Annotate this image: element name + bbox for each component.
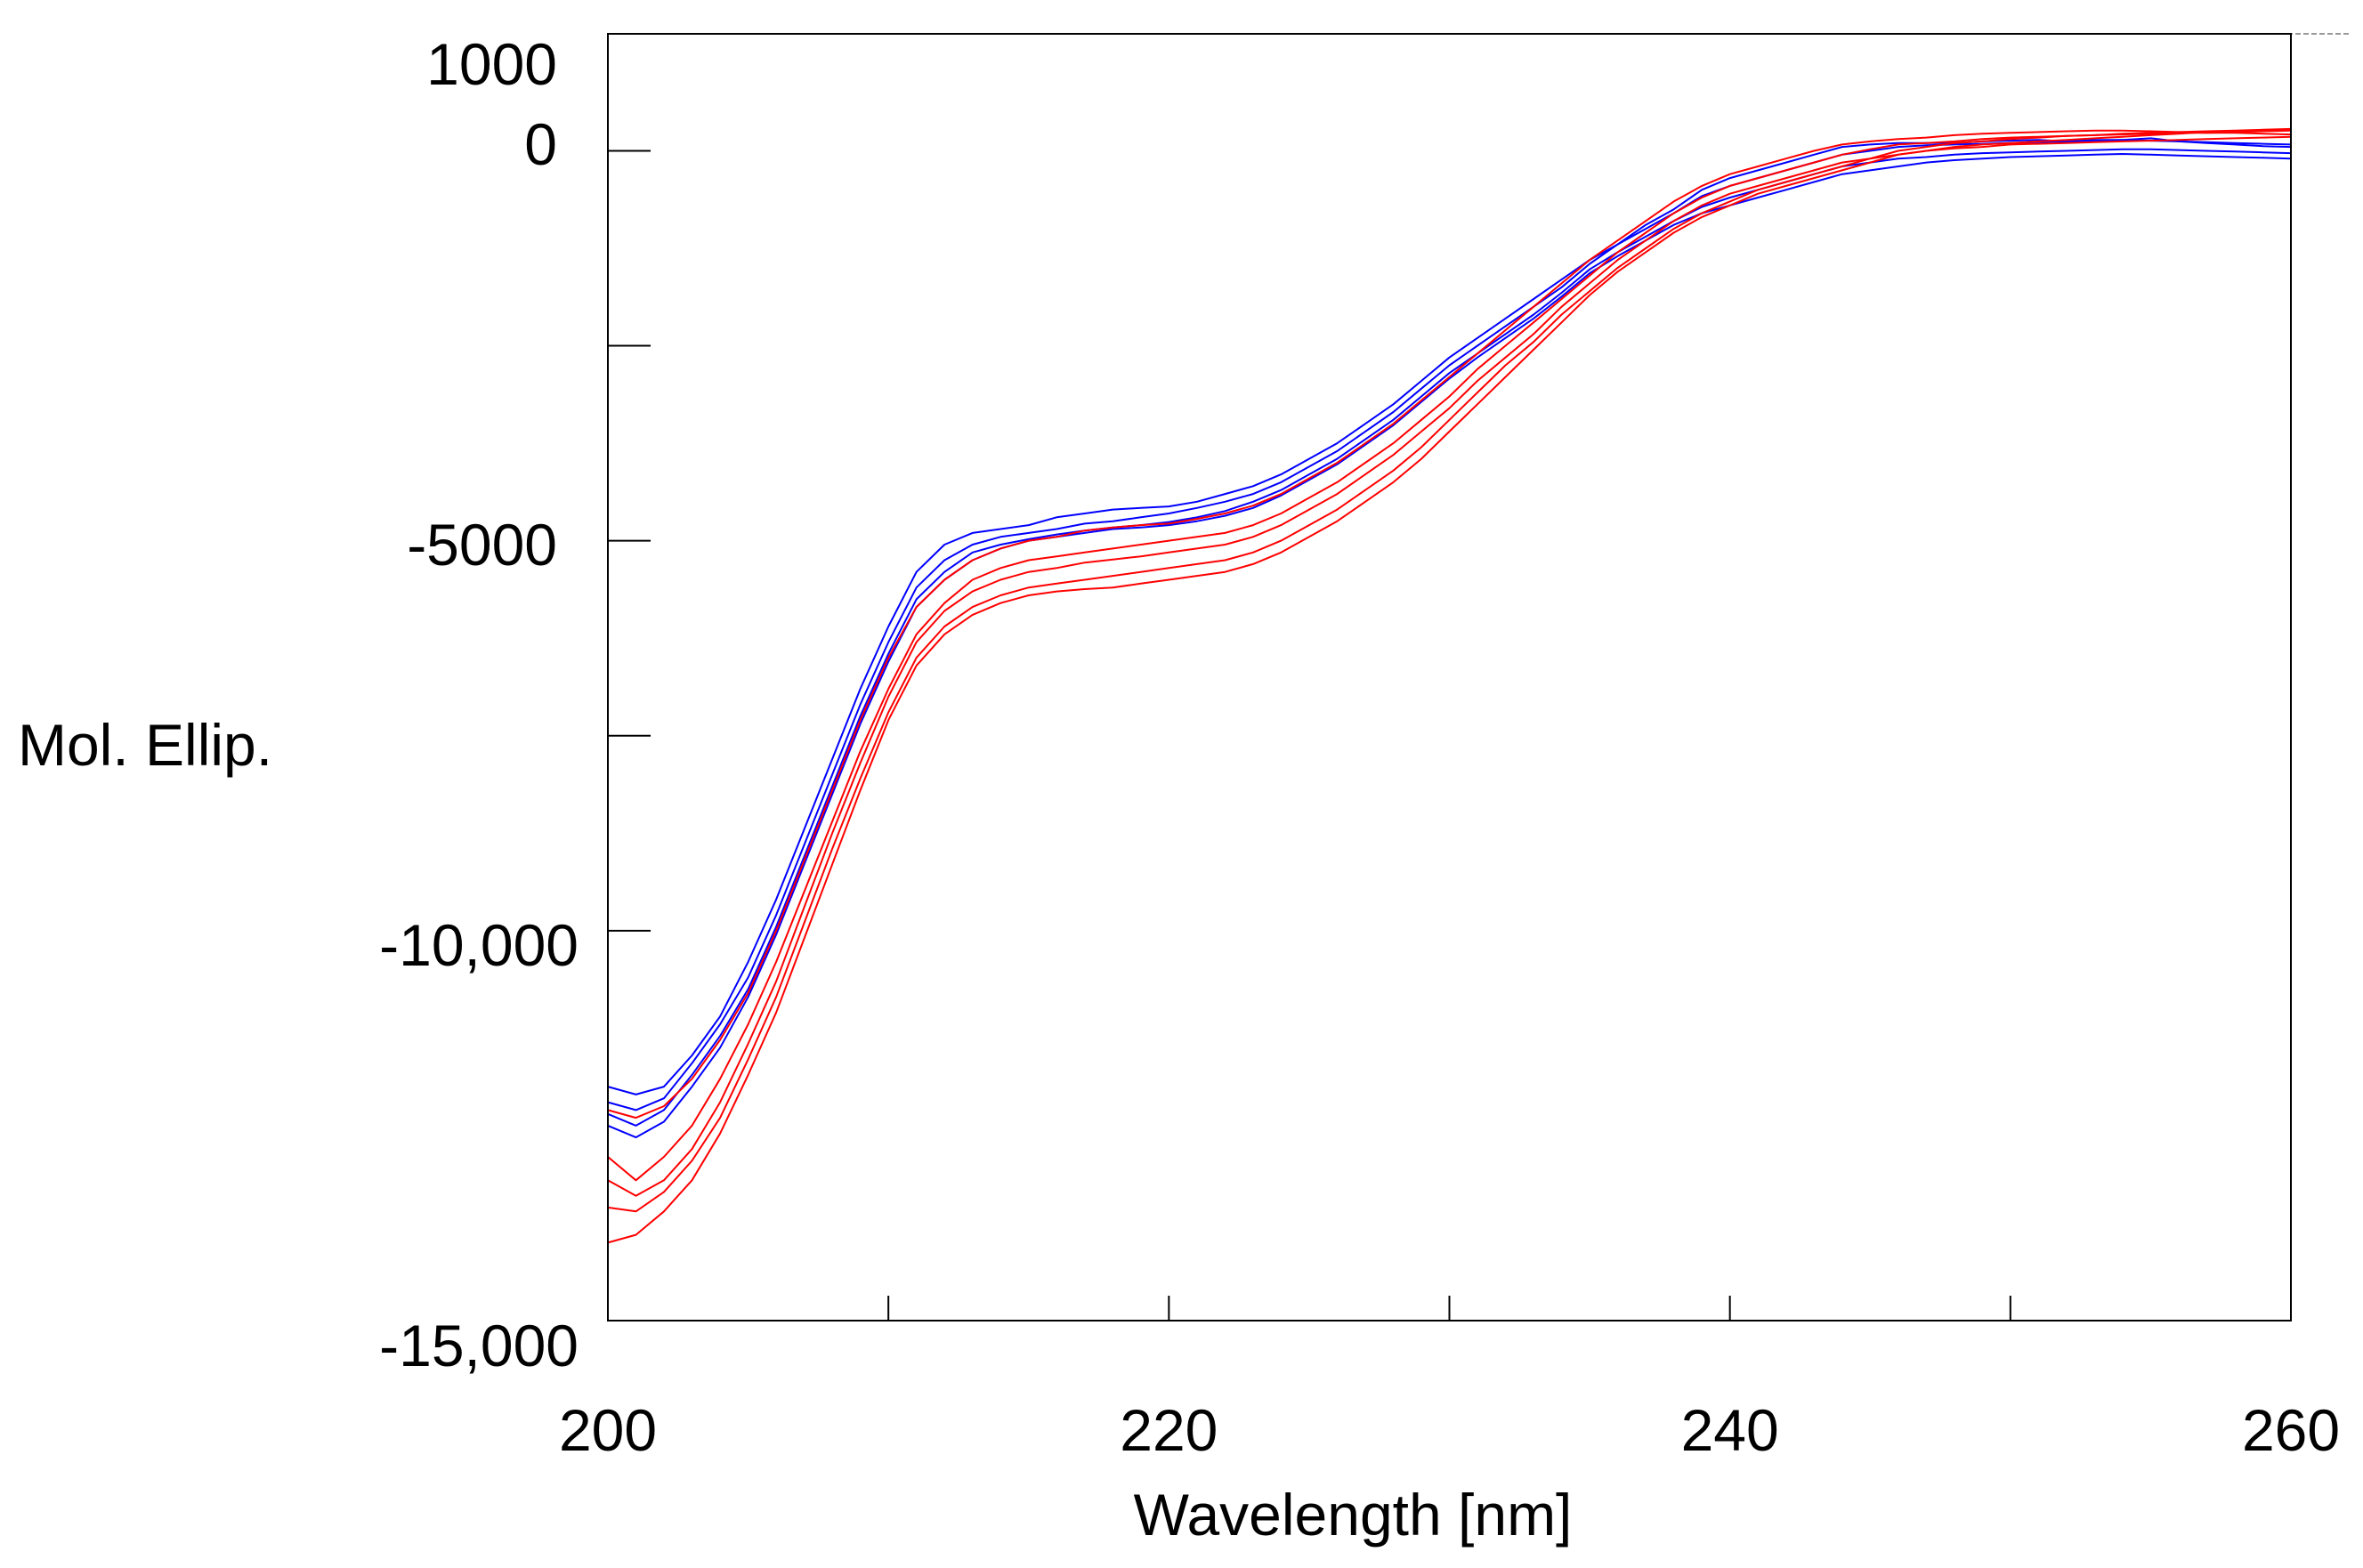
y-tick-label: -15,000: [379, 1313, 579, 1378]
y-tick-label: 0: [524, 111, 557, 177]
y-tick-label: 1000: [426, 31, 557, 97]
series-line-red-5: [607, 128, 2292, 1244]
x-axis-title: Wavelength [nm]: [1134, 1482, 1573, 1548]
series-line-red-2: [607, 132, 2292, 1182]
y-axis-ticks: [608, 150, 651, 932]
x-tick-label: 200: [559, 1397, 657, 1463]
series-line-red-3: [607, 135, 2292, 1197]
series-line-blue-4: [607, 153, 2292, 1139]
y-axis-title: Mol. Ellip.: [18, 712, 272, 778]
series-line-red-4: [607, 127, 2292, 1213]
x-tick-label: 240: [1681, 1397, 1779, 1463]
y-tick-label: -10,000: [379, 912, 579, 978]
series-line-blue-3: [607, 148, 2292, 1127]
x-axis-ticks: [887, 1296, 2011, 1321]
x-tick-label: 220: [1120, 1397, 1218, 1463]
series-line-red-1: [607, 129, 2292, 1119]
series-line-blue-1: [607, 137, 2292, 1095]
x-tick-label: 260: [2242, 1397, 2340, 1463]
y-tick-label: -5000: [407, 512, 557, 578]
series-layer: [607, 127, 2292, 1244]
